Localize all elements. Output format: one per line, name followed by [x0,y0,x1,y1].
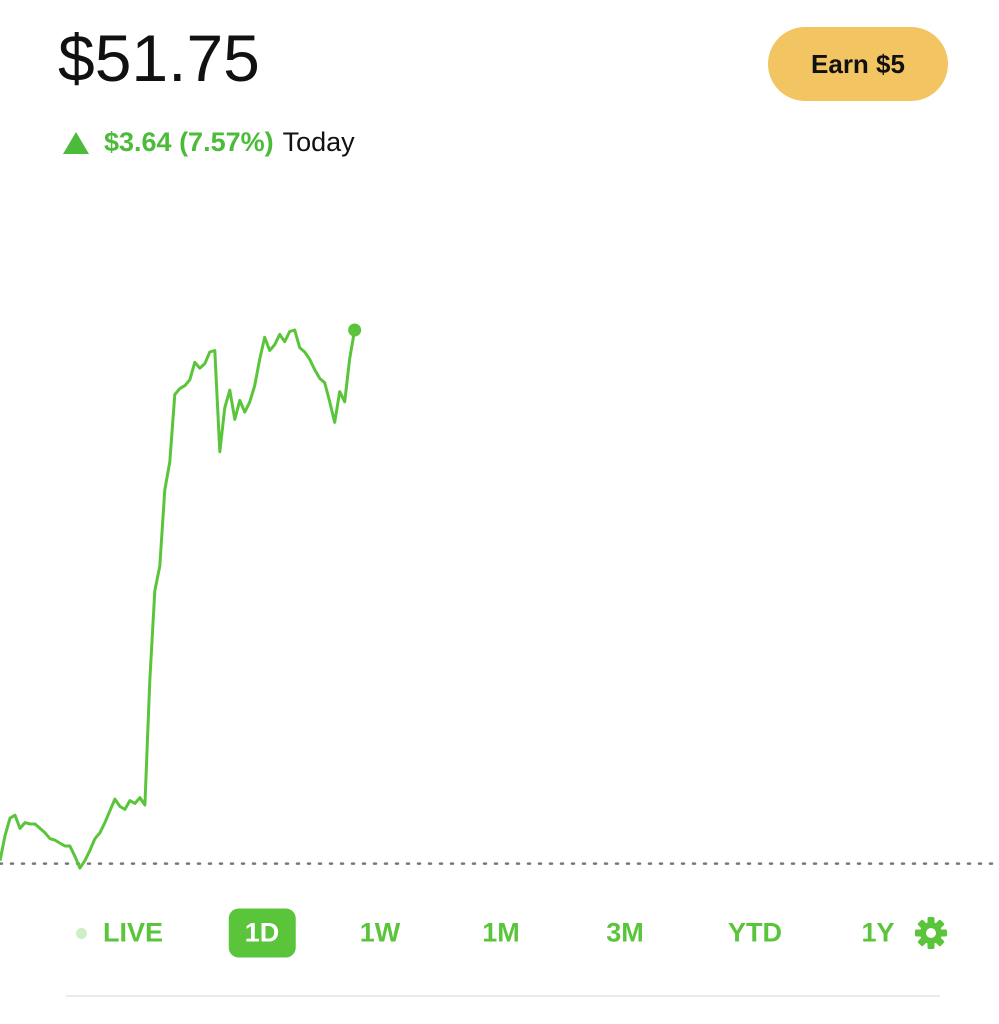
time-tab[interactable]: 1M [482,917,520,948]
divider [66,995,940,997]
time-tab[interactable]: LIVE [102,917,164,948]
period: Today [282,127,355,157]
change: $3.64 (7.57%) [104,127,274,157]
time-tab[interactable]: 1Y [861,917,895,948]
earn-button[interactable]: Earn $5 [768,27,948,101]
price-line [0,328,357,870]
time-tab[interactable]: YTD [728,917,782,948]
settings-icon[interactable] [913,915,949,951]
time-tab[interactable]: 1W [359,917,401,948]
current-point [348,323,362,337]
price: $51.75 [58,21,260,95]
up-arrow [63,131,89,154]
time-tab[interactable]: 3M [606,917,644,948]
live-dot [76,928,87,939]
time-tab[interactable]: 1D [228,908,296,958]
change-row: $3.64 (7.57%) Today [62,127,355,158]
